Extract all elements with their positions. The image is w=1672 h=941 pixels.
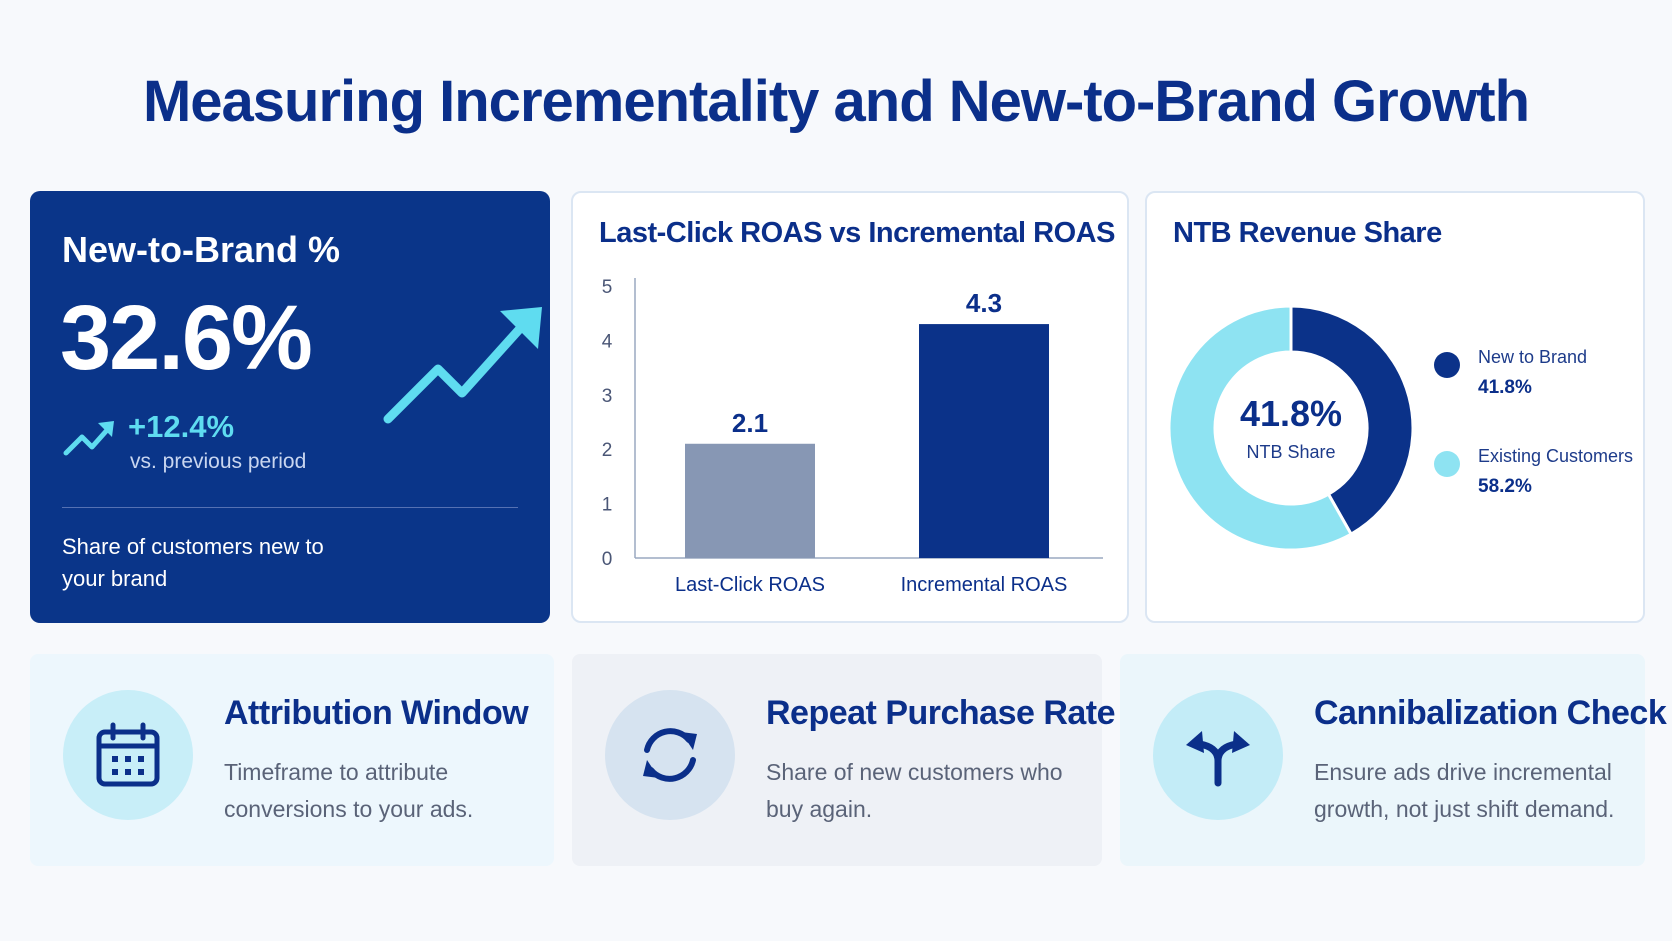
split-arrows-icon: [1186, 731, 1250, 787]
repeat-purchase-title: Repeat Purchase Rate: [766, 694, 1116, 732]
donut-center-value: 41.8%: [1240, 393, 1342, 434]
kpi-divider: [62, 507, 518, 508]
page-title: Measuring Incrementality and New-to-Bran…: [142, 69, 1530, 134]
donut-chart: 41.8% NTB Share New to Brand 41.8% Existing …: [1167, 304, 1633, 552]
x-tick-label: Last-Click ROAS: [675, 574, 825, 596]
bar-value-label: 4.3: [966, 288, 1002, 318]
attribution-window-title: Attribution Window: [224, 694, 529, 732]
kpi-change: +12.4%: [128, 409, 235, 444]
repeat-purchase-card: Repeat Purchase Rate Share of new custom…: [572, 654, 1116, 866]
legend-swatch: [1434, 451, 1460, 477]
legend-value: 41.8%: [1478, 377, 1532, 398]
refresh-icon-circle: [605, 690, 735, 820]
roas-bar-chart-card: Last-Click ROAS vs Incremental ROAS 0 1 2 3…: [571, 191, 1129, 623]
kpi-description: Share of customers new to your brand: [62, 534, 324, 591]
y-tick-label: 3: [602, 386, 613, 407]
calendar-icon-circle: [63, 690, 193, 820]
legend-label: New to Brand: [1478, 347, 1587, 367]
attribution-window-card: Attribution Window Timeframe to attribut…: [30, 654, 554, 866]
pie-chart-title: NTB Revenue Share: [1173, 217, 1442, 249]
kpi-change-label: vs. previous period: [130, 450, 307, 473]
legend-label: Existing Customers: [1478, 446, 1633, 466]
donut-slice: [1167, 304, 1354, 552]
bar: [685, 443, 815, 558]
split-arrows-icon-circle: [1153, 690, 1283, 820]
y-tick-label: 2: [602, 440, 613, 461]
y-tick-label: 1: [602, 495, 613, 516]
bar-chart-title: Last-Click ROAS vs Incremental ROAS: [599, 217, 1115, 249]
donut-center-label: NTB Share: [1246, 442, 1335, 462]
y-tick-label: 4: [602, 331, 613, 352]
bar: [919, 324, 1049, 558]
trend-up-icon: [383, 307, 542, 424]
calendar-icon: [96, 722, 160, 787]
cannibalization-description: Ensure ads drive incremental growth, not…: [1314, 759, 1615, 822]
bar-value-label: 2.1: [732, 408, 768, 438]
kpi-title: New-to-Brand %: [62, 229, 340, 270]
refresh-icon: [643, 728, 697, 782]
legend-swatch: [1434, 352, 1460, 378]
ntb-revenue-share-card: NTB Revenue Share 41.8% NTB Share New to B…: [1145, 191, 1645, 623]
cannibalization-title: Cannibalization Check: [1314, 694, 1667, 732]
y-tick-label: 0: [602, 549, 613, 570]
trend-up-small-icon: [63, 421, 114, 456]
legend-value: 58.2%: [1478, 476, 1532, 497]
x-tick-label: Incremental ROAS: [901, 574, 1068, 596]
repeat-purchase-description: Share of new customers who buy again.: [766, 759, 1063, 822]
kpi-value: 32.6%: [60, 287, 313, 389]
donut-slice: [1289, 304, 1415, 537]
attribution-window-description: Timeframe to attribute conversions to yo…: [224, 759, 474, 822]
y-tick-label: 5: [602, 277, 613, 298]
bar-chart: 0 1 2 3 4 5 2.1 Last-Click ROAS 4.3 Incremental R…: [602, 277, 1103, 596]
cannibalization-card: Cannibalization Check Ensure ads drive i…: [1120, 654, 1667, 866]
ntb-kpi-card: New-to-Brand % 32.6% +12.4% vs. previous…: [30, 191, 550, 623]
